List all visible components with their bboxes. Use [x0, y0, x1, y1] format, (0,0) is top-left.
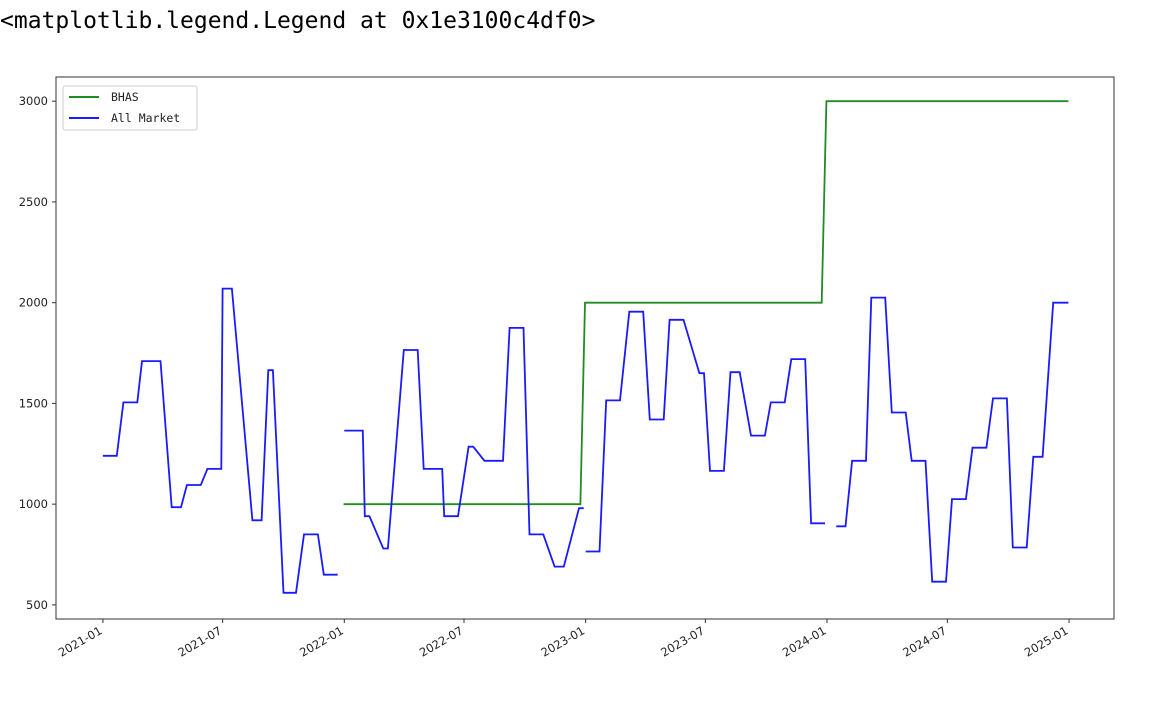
y-tick-label: 2000 — [19, 296, 48, 310]
x-tick-label: 2021-01 — [56, 623, 105, 659]
y-tick-label: 500 — [26, 598, 48, 612]
series-group — [102, 100, 1069, 594]
x-tick-label: 2024-01 — [780, 623, 829, 659]
legend-label: All Market — [111, 111, 180, 125]
cell-output-text: <matplotlib.legend.Legend at 0x1e3100c4d… — [0, 8, 596, 34]
y-tick-label: 2500 — [19, 195, 48, 209]
x-tick-label: 2022-07 — [417, 623, 466, 659]
y-axis: 500 1000 1500 2000 2500 3000 — [19, 94, 56, 612]
series-line-bhas — [343, 100, 1069, 506]
series-line-all-market — [102, 287, 338, 594]
series-line-all-market — [836, 296, 1069, 583]
x-tick-label: 2025-01 — [1022, 623, 1071, 659]
plot-area — [55, 76, 1115, 620]
series-line-all-market — [585, 310, 825, 553]
x-tick-label: 2023-07 — [658, 623, 707, 659]
y-tick-label: 3000 — [19, 94, 48, 108]
x-tick-label: 2021-07 — [176, 623, 225, 659]
legend-label: BHAS — [111, 90, 139, 104]
y-tick-label: 1500 — [19, 396, 48, 410]
series-line-all-market — [344, 326, 584, 568]
legend: BHAS All Market — [62, 85, 198, 131]
y-tick-label: 1000 — [19, 497, 48, 511]
x-tick-label: 2023-01 — [539, 623, 588, 659]
x-tick-label: 2024-07 — [900, 623, 949, 659]
x-axis: 2021-01 2021-07 2022-01 2022-07 2023-01 2023-… — [56, 619, 1071, 660]
x-tick-label: 2022-01 — [297, 623, 346, 659]
